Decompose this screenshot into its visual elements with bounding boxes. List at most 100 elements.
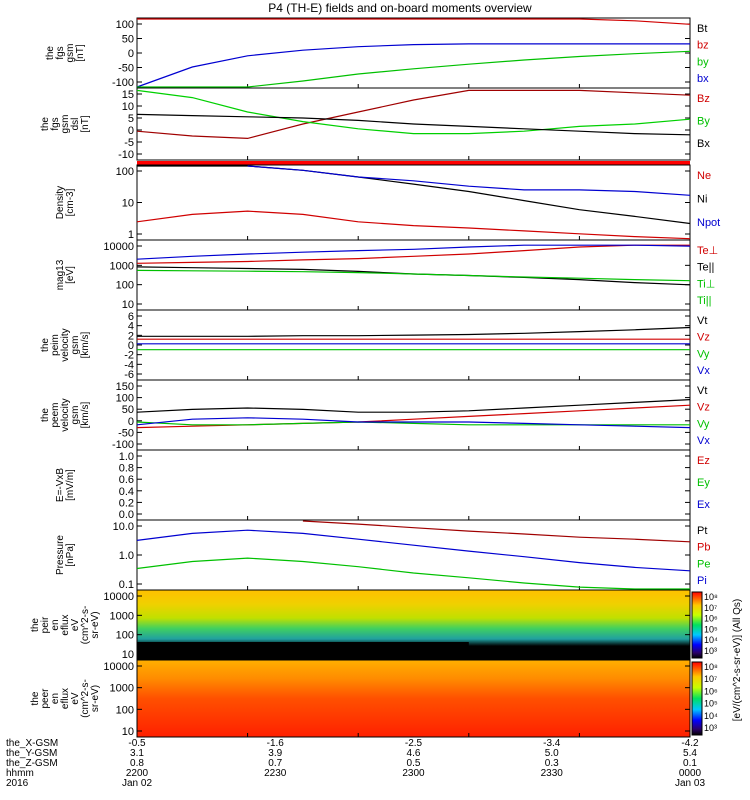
x-row-value: -1.6 bbox=[267, 738, 285, 749]
series-Ni bbox=[137, 165, 691, 225]
colorbar-label: [eV/(cm^2-s-sr-eV)] (All Qs) bbox=[732, 599, 743, 721]
legend-Bt: Bt bbox=[697, 23, 707, 35]
y-tick-label: -10 bbox=[118, 149, 134, 161]
x-row-value: -3.4 bbox=[543, 738, 561, 749]
legend-Vt: Vt bbox=[697, 385, 707, 397]
y-tick-label: -50 bbox=[118, 63, 134, 75]
y-axis-label: [nT] bbox=[75, 44, 86, 61]
x-row-value: -2.5 bbox=[405, 738, 423, 749]
legend-Pe: Pe bbox=[697, 558, 710, 570]
y-tick-label: 10000 bbox=[103, 241, 134, 253]
y-axis-label: fgs bbox=[55, 46, 66, 59]
page-title: P4 (TH-E) fields and on-board moments ov… bbox=[268, 1, 532, 15]
legend-Vz: Vz bbox=[697, 332, 710, 344]
y-axis-label: eflux bbox=[60, 614, 71, 635]
y-tick-label: 100 bbox=[116, 630, 134, 642]
y-tick-label: -5 bbox=[124, 137, 134, 149]
x-row-value: 3.1 bbox=[130, 748, 144, 759]
y-tick-label: 10000 bbox=[103, 661, 134, 673]
y-tick-label: 0.8 bbox=[119, 463, 134, 475]
series-By bbox=[136, 89, 691, 135]
y-axis-label: velocity bbox=[60, 328, 71, 361]
y-tick-label: 10000 bbox=[103, 591, 134, 603]
colorbar-tick-label: 10³ bbox=[704, 646, 717, 656]
y-axis-label: the bbox=[40, 408, 51, 422]
series-Pe bbox=[136, 529, 691, 572]
panel-frame bbox=[136, 164, 691, 241]
panel-frame bbox=[136, 449, 691, 521]
y-tick-label: 100 bbox=[116, 19, 134, 31]
y-axis-label: Density bbox=[55, 186, 66, 219]
series-Vt bbox=[136, 399, 691, 413]
mode-bar bbox=[137, 161, 690, 165]
legend-Vy: Vy bbox=[697, 418, 710, 430]
panel-peer-spec: 10000 1000 100 10 the peer en eflux eV (cm^2-s-sr… bbox=[30, 659, 718, 738]
x-row-value: 2230 bbox=[264, 768, 287, 779]
legend-Pt: Pt bbox=[697, 525, 707, 537]
y-axis-label: [mV/m] bbox=[65, 469, 76, 501]
legend-Ey: Ey bbox=[697, 477, 710, 489]
y-axis-label: fgs bbox=[50, 117, 61, 130]
x-row-value: 0.7 bbox=[268, 758, 282, 769]
y-tick-label: 1000 bbox=[110, 610, 134, 622]
y-tick-label: 150 bbox=[116, 381, 134, 393]
y-tick-label: 10 bbox=[122, 101, 134, 113]
y-tick-label: 6 bbox=[128, 311, 134, 323]
y-tick-label: 10 bbox=[122, 198, 134, 210]
y-axis-label: peer bbox=[40, 688, 51, 709]
colorbar-tick-label: 10⁶ bbox=[704, 686, 718, 696]
x-row-value: 3.9 bbox=[268, 748, 282, 759]
y-tick-label: 50 bbox=[122, 34, 134, 46]
y-axis-label: (cm^2-s- bbox=[80, 606, 91, 645]
panel-fgs-gsm: 100 50 0 -50 -100 the fgs gsm [nT] Bt bz by bx bbox=[45, 17, 709, 89]
y-tick-label: 0.0 bbox=[119, 509, 134, 521]
series-Npot bbox=[247, 165, 691, 196]
panel-frame bbox=[136, 519, 691, 591]
series-Ne bbox=[136, 210, 691, 240]
spectrogram-image bbox=[137, 660, 690, 737]
y-axis-label: velocity bbox=[60, 398, 71, 431]
series-bz bbox=[137, 18, 691, 25]
y-tick-label: 10 bbox=[122, 726, 134, 738]
panel-frame bbox=[136, 379, 691, 451]
series-bx bbox=[136, 43, 690, 88]
legend-Ez: Ez bbox=[697, 455, 710, 467]
colorbar-tick-label: 10³ bbox=[704, 723, 717, 733]
y-tick-label: 5 bbox=[128, 113, 134, 125]
y-axis-label: eV bbox=[70, 619, 81, 632]
legend-Te||: Te|| bbox=[697, 262, 714, 274]
y-axis-label: gsm bbox=[60, 115, 71, 134]
y-tick-label: 15 bbox=[122, 89, 134, 101]
series-Ti⊥ bbox=[136, 244, 691, 260]
x-row-label: 2016 bbox=[6, 778, 29, 789]
y-tick-label: 0.4 bbox=[119, 486, 134, 498]
colorbar-tick-label: 10⁷ bbox=[704, 674, 717, 684]
series-by bbox=[137, 50, 691, 88]
y-tick-label: -2 bbox=[124, 350, 134, 362]
colorbar-tick-label: 10⁸ bbox=[704, 662, 718, 672]
y-tick-label: 2 bbox=[128, 330, 134, 342]
x-row-label: the_Y-GSM bbox=[6, 748, 57, 759]
y-axis-label: gsm bbox=[70, 336, 81, 355]
y-tick-label: -4 bbox=[124, 359, 134, 371]
y-axis-label: the bbox=[40, 117, 51, 131]
y-axis-label: [nPa] bbox=[65, 543, 76, 567]
x-row-value: 0.1 bbox=[683, 758, 697, 769]
colorbar-tick-label: 10⁷ bbox=[704, 603, 717, 613]
legend-bx: bx bbox=[697, 73, 709, 85]
y-axis-label: eflux bbox=[60, 688, 71, 709]
legend-Te⊥: Te⊥ bbox=[697, 245, 718, 257]
y-tick-label: -50 bbox=[118, 427, 134, 439]
y-tick-label: 1 bbox=[128, 229, 134, 241]
colorbar-tick-label: 10⁴ bbox=[704, 635, 718, 645]
y-axis-label: sr-eV) bbox=[90, 685, 101, 712]
legend-bz: bz bbox=[697, 40, 709, 52]
legend-Vz: Vz bbox=[697, 402, 710, 414]
y-tick-label: -100 bbox=[112, 439, 134, 451]
x-row-value: 0.3 bbox=[545, 758, 559, 769]
y-axis-label: peir bbox=[40, 616, 51, 633]
